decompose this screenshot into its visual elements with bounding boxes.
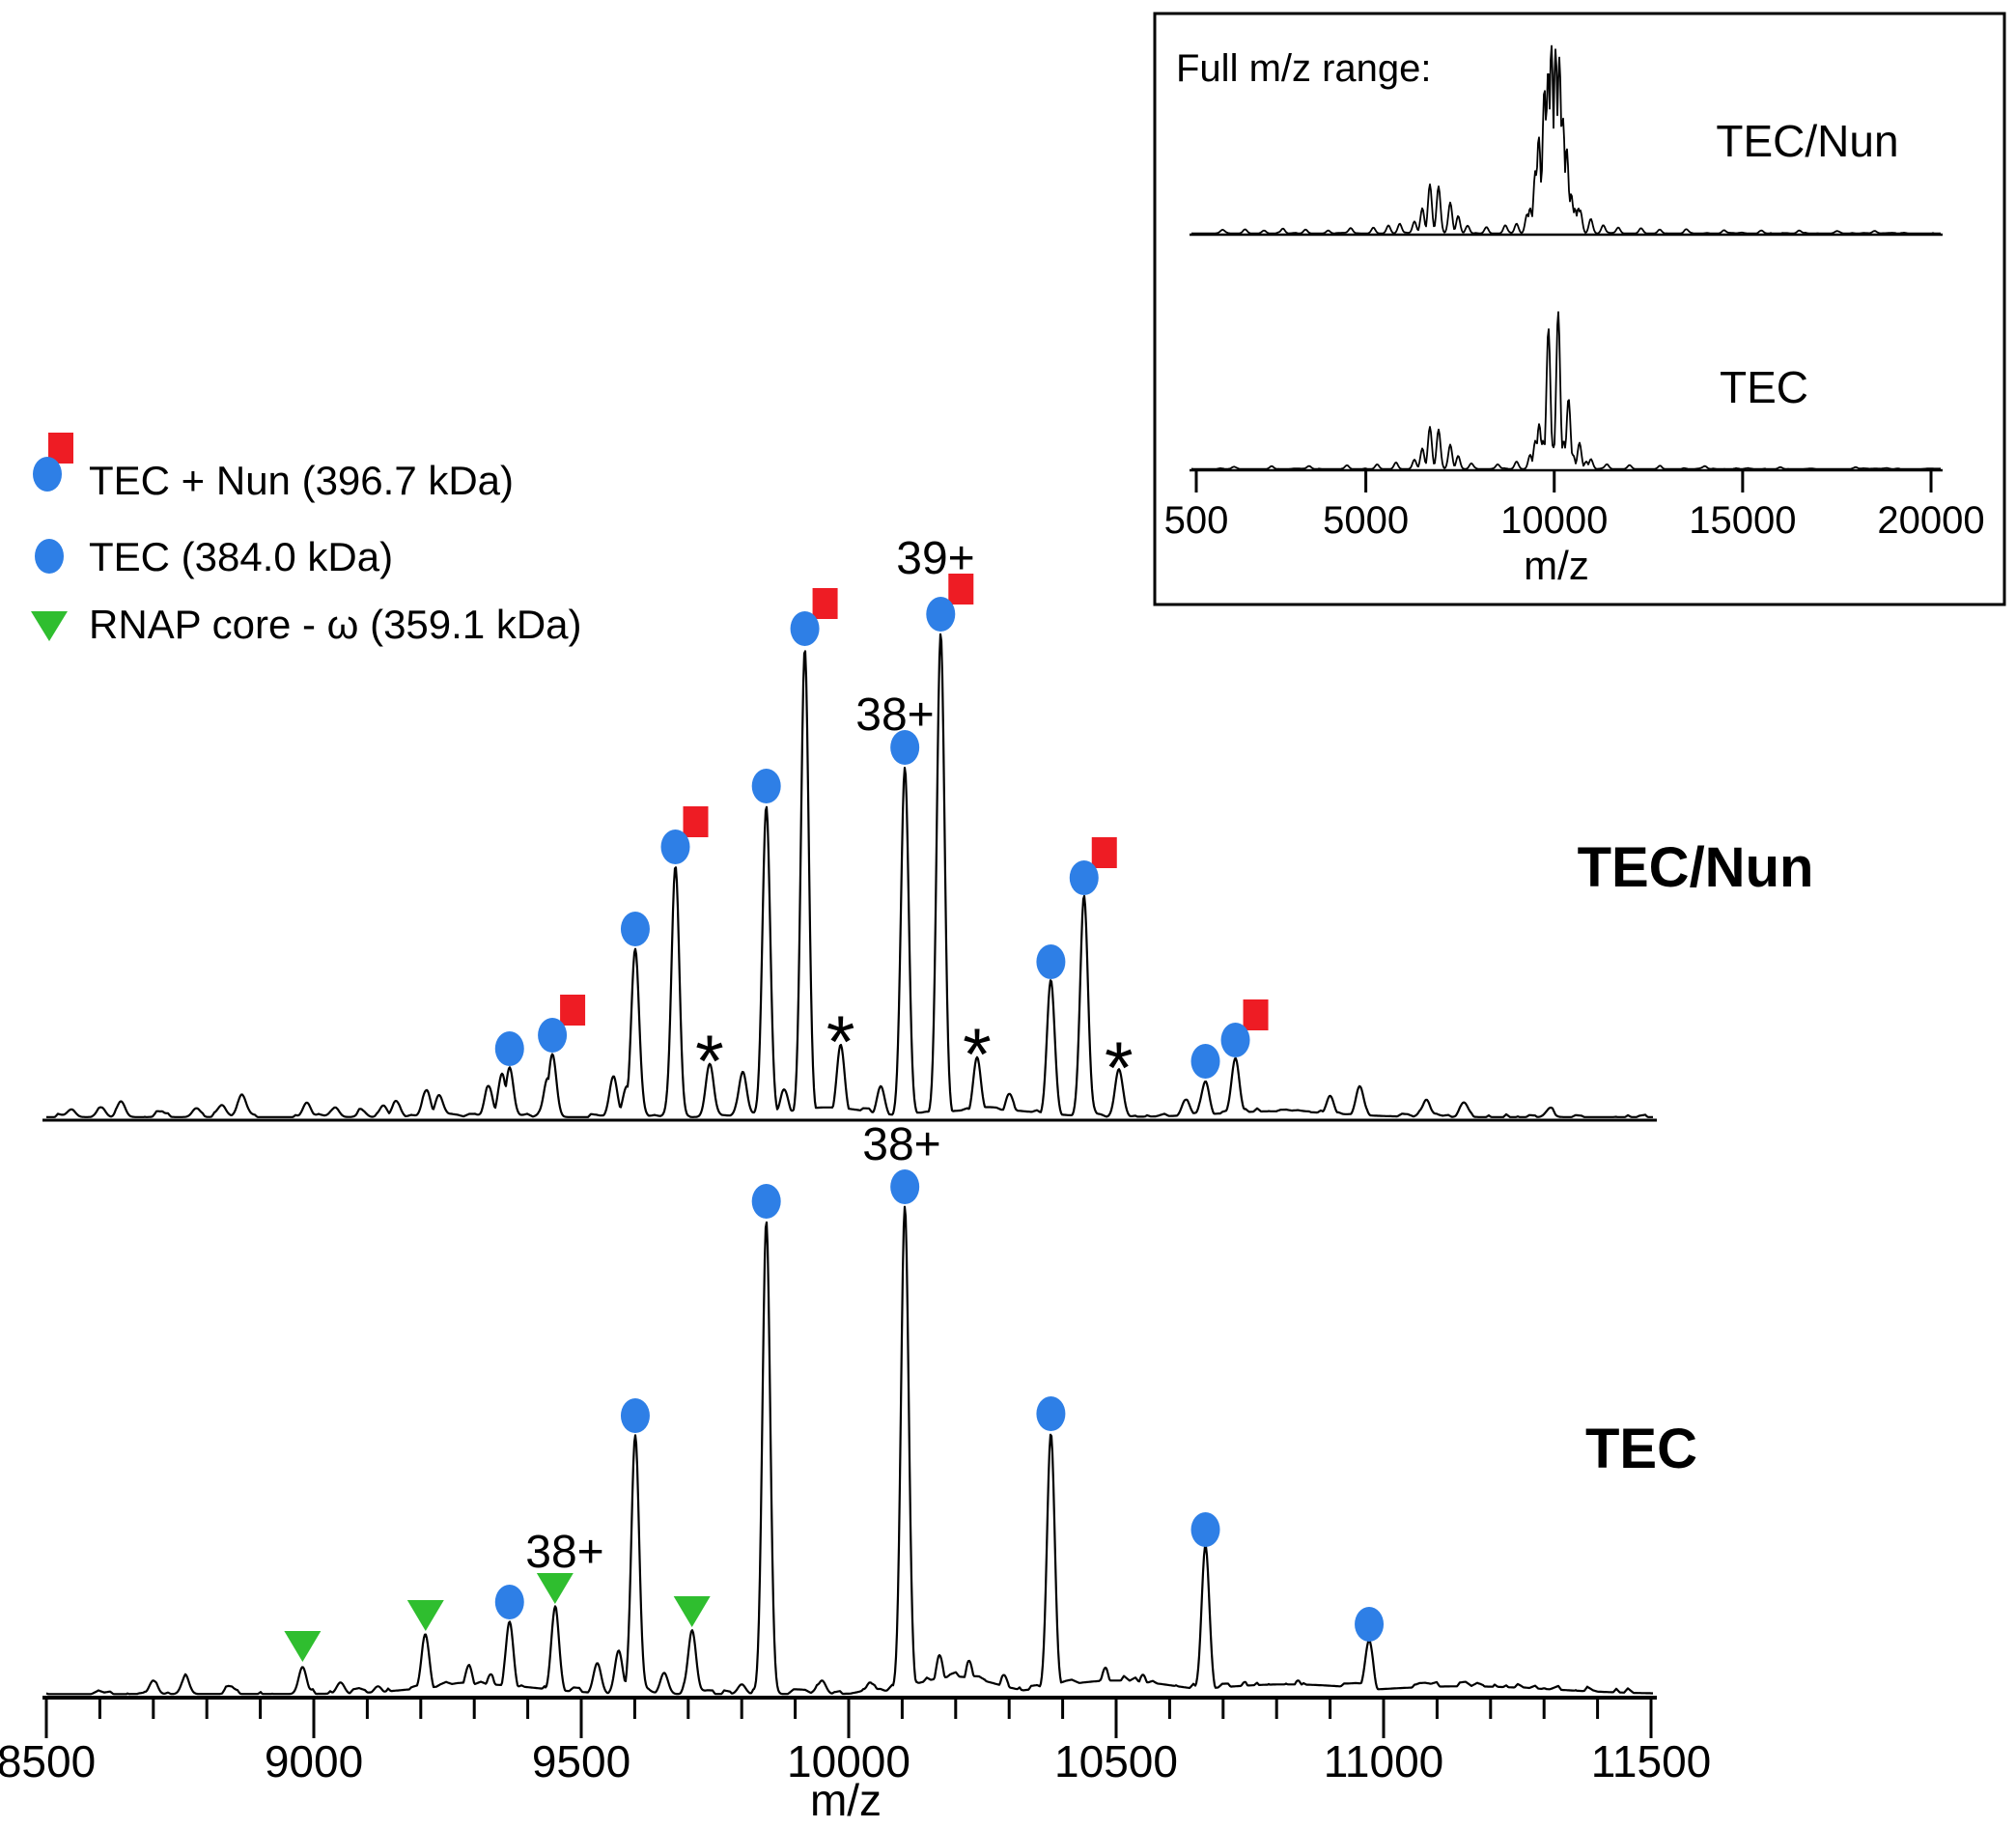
asterisk-label: *: [963, 1014, 992, 1096]
blue-circle-icon: [751, 769, 781, 803]
green-triangle-icon: [31, 611, 68, 641]
spectrum-trace: [45, 1205, 1654, 1696]
x-axis-label: m/z: [810, 1775, 882, 1823]
spectrum-trace: [45, 633, 1654, 1118]
inset-label-tec: TEC: [1720, 362, 1808, 412]
blue-circle-icon: [751, 1184, 781, 1219]
blue-circle-icon: [1220, 1023, 1250, 1057]
legend-label-tec: TEC (384.0 kDa): [89, 534, 393, 579]
legend-label-rnap-core: RNAP core - ω (359.1 kDa): [89, 602, 582, 647]
red-square-icon: [683, 806, 709, 837]
blue-circle-icon: [620, 1398, 650, 1433]
blue-circle-icon: [660, 830, 690, 864]
x-axis: 8500 9000 9500 10000 10500 11000 11500: [0, 1698, 1711, 1786]
red-square-icon: [560, 995, 586, 1026]
inset-tick-label: 5000: [1323, 499, 1409, 542]
legend-item-tec-nun: TEC + Nun (396.7 kDa): [33, 433, 514, 503]
charge-state-label: 38+: [525, 1527, 603, 1578]
blue-circle-icon: [926, 597, 956, 632]
tick-label: 9000: [265, 1736, 363, 1786]
tick-label: 11500: [1591, 1736, 1712, 1786]
inset-trace-tec: [1190, 311, 1943, 472]
inset-x-axis-label: m/z: [1524, 543, 1589, 588]
legend-item-tec: TEC (384.0 kDa): [35, 534, 393, 579]
legend-label-tec-nun: TEC + Nun (396.7 kDa): [89, 458, 514, 503]
spectrum-panel-tec: 38+ 38+: [42, 1119, 1657, 1700]
blue-circle-icon: [538, 1018, 568, 1053]
panel-label-tec: TEC: [1585, 1418, 1697, 1480]
inset-border: [1153, 12, 2006, 606]
charge-state-label: 39+: [896, 533, 974, 584]
inset-tick-label: 10000: [1500, 499, 1608, 542]
inset-x-axis: 500 5000 10000 15000 20000: [1164, 470, 1985, 542]
inset-tick-label: 500: [1164, 499, 1229, 542]
inset-spectrum-trace: [1191, 44, 1941, 235]
inset-tick-label: 15000: [1689, 499, 1796, 542]
red-square-icon: [1243, 999, 1269, 1030]
green-triangle-icon: [673, 1596, 711, 1627]
blue-circle-icon: [494, 1031, 524, 1066]
blue-circle-icon: [620, 912, 650, 946]
inset-spectra-traces: 500 5000 10000 15000 20000: [1164, 44, 1985, 542]
green-triangle-icon: [536, 1573, 574, 1604]
blue-circle-icon: [1036, 944, 1066, 979]
charge-state-label: 38+: [855, 689, 934, 741]
blue-circle-icon: [494, 1585, 524, 1619]
legend-item-rnap-core: RNAP core - ω (359.1 kDa): [31, 602, 582, 647]
blue-circle-icon: [1190, 1044, 1220, 1079]
blue-circle-icon: [890, 1169, 920, 1204]
panel-label-tec-nun: TEC/Nun: [1578, 836, 1814, 899]
blue-circle-icon: [890, 730, 920, 765]
tick-label: 10000: [787, 1736, 910, 1786]
spectrum-panel-tec-nun: * * * * 39+ 38+: [42, 533, 1657, 1122]
tick-label: 11000: [1324, 1736, 1444, 1786]
asterisk-label: *: [826, 1001, 855, 1083]
inset-title: Full m/z range:: [1176, 47, 1432, 90]
tick-label: 10500: [1054, 1736, 1178, 1786]
inset-spectrum-trace: [1190, 311, 1941, 470]
green-triangle-icon: [406, 1600, 444, 1631]
red-square-icon: [948, 574, 974, 605]
blue-circle-icon: [1190, 1512, 1220, 1547]
red-square-icon: [1091, 837, 1117, 868]
blue-circle-icon: [1036, 1396, 1066, 1431]
inset-tick-label: 20000: [1877, 499, 1984, 542]
tick-label: 8500: [0, 1736, 96, 1786]
tick-label: 9500: [532, 1736, 630, 1786]
blue-circle-icon: [1069, 860, 1099, 895]
spectra-traces: * * * * 39+ 38+ 38+ 38+ 8500 9000 9500 10000 10500 11…: [0, 533, 1711, 1786]
blue-circle-icon: [33, 457, 62, 492]
asterisk-label: *: [1105, 1027, 1134, 1110]
asterisk-label: *: [695, 1021, 724, 1103]
blue-circle-icon: [35, 539, 64, 574]
inset-label-tec-nun: TEC/Nun: [1716, 116, 1898, 166]
blue-circle-icon: [1355, 1607, 1385, 1642]
legend: TEC + Nun (396.7 kDa) TEC (384.0 kDa) RN…: [31, 433, 582, 647]
charge-state-label: 38+: [862, 1119, 940, 1170]
inset-trace-tec-nun: [1190, 44, 1943, 237]
red-square-icon: [812, 588, 838, 619]
blue-circle-icon: [790, 611, 820, 646]
green-triangle-icon: [284, 1631, 322, 1662]
inset-full-mz-range: Full m/z range: TEC/Nun TEC m/z 500 5000 1…: [1153, 12, 2006, 606]
